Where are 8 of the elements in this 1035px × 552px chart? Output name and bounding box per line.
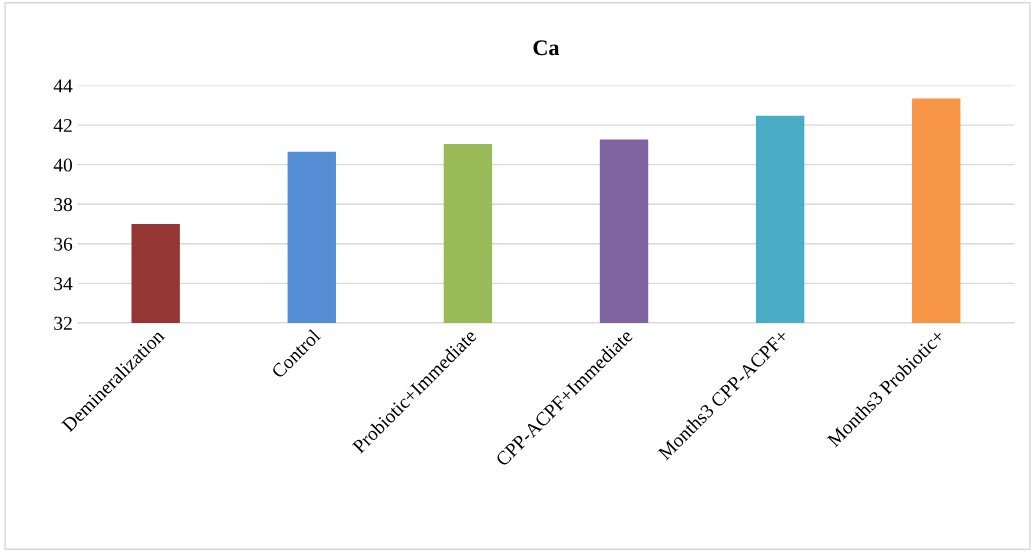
- y-tick-label: 42: [53, 118, 72, 132]
- y-tick-label: 38: [54, 198, 73, 212]
- y-tick-label: 44: [53, 79, 73, 93]
- y-tick-label: 34: [54, 277, 73, 291]
- chart-title: Ca: [533, 40, 560, 56]
- y-tick-label: 36: [54, 237, 73, 251]
- y-tick-label: 32: [54, 316, 72, 330]
- y-tick-label: 40: [53, 158, 73, 172]
